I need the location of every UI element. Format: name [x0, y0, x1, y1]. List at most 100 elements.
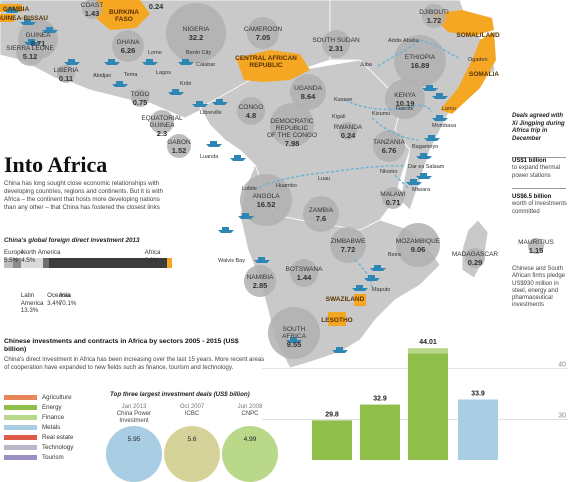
- port-label: Lagos: [156, 70, 171, 76]
- country-name: KENYA: [394, 92, 416, 99]
- bar-segment: [458, 399, 498, 460]
- country-value: 16.52: [257, 200, 276, 209]
- country-value: 0.71: [386, 198, 401, 207]
- legend-item: Agriculture: [4, 392, 73, 402]
- country-value: 2.85: [253, 281, 268, 290]
- port-label: Lamu: [442, 106, 456, 112]
- bubble-uganda: [290, 74, 326, 110]
- ship-icon: [192, 101, 208, 107]
- bar-segment: [360, 404, 400, 460]
- car-shape: [236, 50, 310, 82]
- bubble-eq-guinea: [150, 110, 174, 134]
- deal-caption: Oct 2007 ICBC: [164, 404, 220, 418]
- country-name: CENTRAL AFRICAN: [235, 55, 297, 62]
- country-value: 7.05: [256, 33, 271, 42]
- country-name: BOTSWANA: [286, 266, 324, 273]
- bubble-malawi: [382, 187, 404, 209]
- country-name: EQUATORIAL: [141, 115, 183, 122]
- port-label: Libreville: [200, 110, 222, 116]
- legend-item: Finance: [4, 412, 73, 422]
- port-label: Lobite: [242, 186, 257, 192]
- agreement-item: Chinese and South African firms pledge U…: [512, 266, 568, 310]
- country-name: ZIMBABWE: [331, 238, 366, 245]
- country-name: MAURITIUS: [518, 239, 554, 246]
- intro-text: China has long sought close economic rel…: [4, 180, 163, 211]
- fdi-label: Latin America 13.3%: [21, 292, 45, 315]
- ship-icon: [254, 257, 270, 263]
- country-name: GUINEA-BISSAU: [0, 15, 48, 22]
- route-lines: [257, 39, 461, 291]
- port-label: Tema: [124, 72, 138, 78]
- agreement-amount: US$6.5 billion: [512, 194, 552, 200]
- fdi-label: Africa 3.2%: [145, 249, 161, 264]
- country-name: SOUTH: [283, 326, 306, 333]
- deal-caption: Jun 2008 CNPC: [222, 404, 278, 418]
- route-mtwara: [394, 174, 409, 189]
- country-name: AFRICA: [282, 333, 307, 340]
- country-name: FASO: [115, 16, 133, 23]
- legend-swatch: [4, 454, 37, 460]
- fdi-label-pct: 70.1%: [58, 299, 77, 307]
- port-label: Calabar: [196, 62, 215, 68]
- country-value: 8.64: [301, 92, 316, 101]
- burkina-faso-shape: [96, 0, 150, 30]
- deal-value: 4.99: [243, 436, 257, 443]
- bubble-mauritius: [528, 238, 544, 254]
- port-label: Juba: [360, 62, 373, 68]
- fdi-label: Europe 5.5%: [4, 249, 24, 264]
- bubble-tanzania: [373, 130, 405, 162]
- deals-title: Top three largest investment deals (US$ …: [110, 391, 250, 398]
- sector-bar-chart: 30 40 29.8 32.9 44.01 33.9: [262, 339, 568, 460]
- country-name: MOZAMBIQUE: [396, 238, 441, 245]
- legend-item: Tourism: [4, 452, 73, 462]
- port-label: Benin City: [186, 50, 211, 56]
- fdi-label-name: Oceania: [47, 292, 71, 299]
- legend-swatch: [4, 444, 37, 450]
- country-value: 8.71: [31, 39, 46, 48]
- legend-label: Agriculture: [42, 393, 72, 401]
- bubble-drc: [270, 103, 314, 147]
- route-juba-addis: [377, 39, 421, 67]
- route-lobite-dar: [257, 165, 406, 189]
- port-label: Luau: [318, 176, 330, 182]
- country-value: 10.19: [396, 99, 415, 108]
- agreements-divider: [512, 157, 566, 158]
- ship-icon: [424, 135, 440, 141]
- ship-icon: [230, 155, 246, 161]
- ship-icon: [142, 59, 158, 65]
- country-value: 0.29: [468, 258, 483, 267]
- deal-date: Jun 2008: [237, 404, 263, 410]
- bubble-mozambique: [396, 223, 440, 267]
- ship-icon: [422, 85, 438, 91]
- ship-icon: [178, 59, 194, 65]
- fdi-segment-europe: [4, 258, 14, 268]
- country-name: REPUBLIC: [276, 125, 309, 132]
- label-guinea-bissau: GUINEA-BISSAU: [0, 15, 48, 22]
- deal-date: Jan 2013: [121, 404, 147, 410]
- country-value: 0.24: [149, 2, 164, 11]
- country-name: SOMALIA: [469, 71, 499, 78]
- country-name: GAMBIA: [3, 6, 30, 13]
- bubble-namibia: [244, 265, 276, 297]
- y-tick-label: 40: [558, 362, 566, 369]
- legend-swatch: [4, 414, 37, 420]
- legend-label: Metals: [42, 423, 61, 431]
- bubble-nigeria: [166, 3, 226, 63]
- country-name: LESOTHO: [321, 317, 352, 324]
- ship-icon: [416, 173, 432, 179]
- country-name: SWAZILAND: [326, 296, 365, 303]
- ship-icon: [206, 141, 222, 147]
- fdi-label-name: Africa: [144, 249, 161, 256]
- fdi-segment-africa: [166, 258, 172, 268]
- fdi-label-name: North America: [21, 249, 61, 256]
